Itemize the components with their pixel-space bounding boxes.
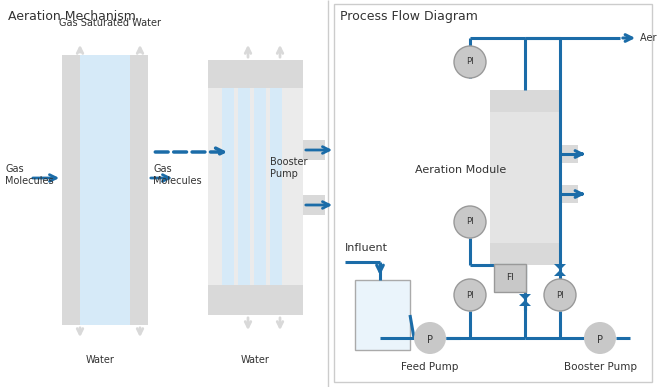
Bar <box>62 55 80 325</box>
Bar <box>490 90 560 112</box>
Circle shape <box>454 279 486 311</box>
Text: Water: Water <box>85 355 114 365</box>
Bar <box>303 195 325 215</box>
Bar <box>560 145 578 163</box>
Text: Booster
Pump: Booster Pump <box>270 157 307 179</box>
Bar <box>208 60 303 315</box>
Bar <box>355 280 410 350</box>
Text: Aerated Water: Aerated Water <box>640 33 657 43</box>
Polygon shape <box>554 264 566 270</box>
Bar <box>560 185 578 203</box>
Bar <box>303 140 325 160</box>
Bar <box>490 90 560 265</box>
Bar <box>130 55 148 325</box>
Bar <box>270 88 282 285</box>
Bar <box>254 88 266 285</box>
Bar <box>208 60 303 88</box>
Bar <box>80 55 130 325</box>
Text: Process Flow Diagram: Process Flow Diagram <box>340 10 478 23</box>
Text: PI: PI <box>556 291 564 300</box>
Polygon shape <box>519 294 531 300</box>
Circle shape <box>454 206 486 238</box>
Text: P: P <box>427 335 433 345</box>
Bar <box>208 285 303 315</box>
Text: Aeration Mechanism: Aeration Mechanism <box>8 10 136 23</box>
Bar <box>222 88 234 285</box>
Polygon shape <box>519 300 531 306</box>
Text: Booster Pump: Booster Pump <box>564 362 637 372</box>
Text: Aeration Module: Aeration Module <box>415 165 507 175</box>
Text: Water: Water <box>240 355 269 365</box>
Text: PI: PI <box>466 291 474 300</box>
Bar <box>334 4 652 382</box>
Circle shape <box>544 279 576 311</box>
Circle shape <box>584 322 616 354</box>
Bar <box>494 264 526 292</box>
Text: FI: FI <box>506 274 514 283</box>
Bar <box>238 88 250 285</box>
Bar <box>490 243 560 265</box>
Text: Influent: Influent <box>345 243 388 253</box>
Text: Gas
Molecules: Gas Molecules <box>153 164 202 186</box>
Polygon shape <box>554 270 566 276</box>
Text: PI: PI <box>466 217 474 226</box>
Text: Feed Pump: Feed Pump <box>401 362 459 372</box>
Circle shape <box>414 322 446 354</box>
Text: Gas Saturated Water: Gas Saturated Water <box>59 18 161 28</box>
Bar <box>355 280 410 350</box>
Text: P: P <box>597 335 603 345</box>
Circle shape <box>454 46 486 78</box>
Text: Gas
Molecules: Gas Molecules <box>5 164 54 186</box>
Text: PI: PI <box>466 58 474 67</box>
